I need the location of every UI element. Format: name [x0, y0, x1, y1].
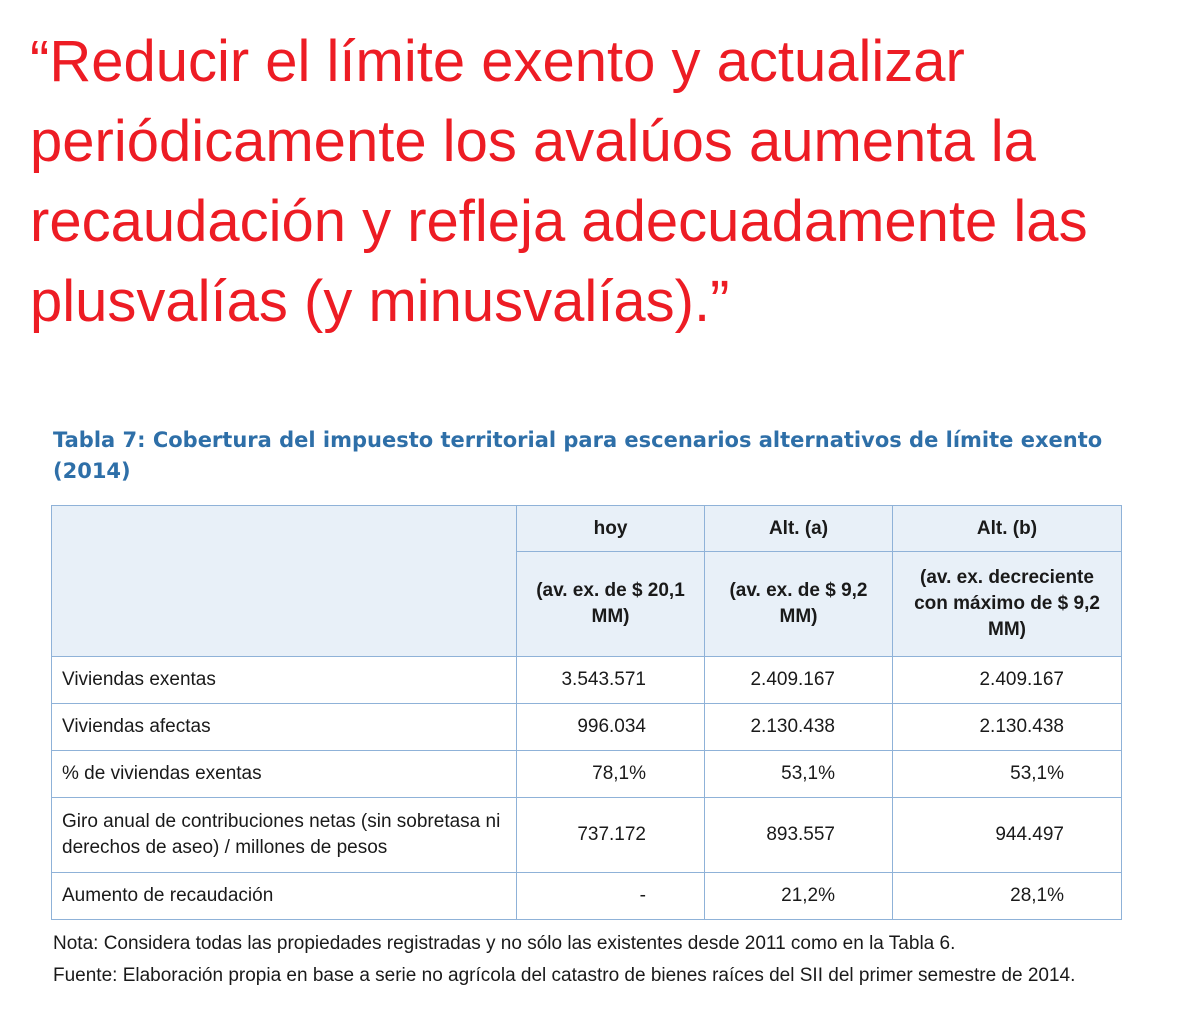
column-desc-alt-a: (av. ex. de $ 9,2 MM) — [704, 551, 893, 657]
cell-value: 2.130.438 — [704, 703, 893, 751]
table-row: Viviendas afectas 996.034 2.130.438 2.13… — [51, 703, 1122, 751]
cell-value: 3.543.571 — [516, 656, 705, 704]
coverage-table: hoy Alt. (a) Alt. (b) (av. ex. de $ 20,1… — [51, 505, 1122, 920]
cell-value: 996.034 — [516, 703, 705, 751]
header-row: hoy Alt. (a) Alt. (b) — [51, 505, 1122, 657]
row-label: Giro anual de contribuciones netas (sin … — [51, 797, 517, 873]
table-notes: Nota: Considera todas las propiedades re… — [53, 928, 1075, 992]
header-description-row: (av. ex. de $ 20,1 MM) (av. ex. de $ 9,2… — [52, 551, 1122, 657]
column-desc-alt-b: (av. ex. decreciente con máximo de $ 9,2… — [892, 551, 1122, 657]
cell-value: 893.557 — [704, 797, 893, 873]
cell-value: 53,1% — [704, 750, 893, 798]
table-row: % de viviendas exentas 78,1% 53,1% 53,1% — [51, 750, 1122, 798]
table-title: Tabla 7: Cobertura del impuesto territor… — [53, 428, 1103, 483]
row-label: % de viviendas exentas — [51, 750, 517, 798]
table-row: Aumento de recaudación - 21,2% 28,1% — [51, 872, 1122, 920]
row-label: Viviendas afectas — [51, 703, 517, 751]
table-row: Viviendas exentas 3.543.571 2.409.167 2.… — [51, 656, 1122, 704]
header-corner-cell — [51, 505, 517, 657]
table-source: Fuente: Elaboración propia en base a ser… — [53, 965, 1076, 986]
cell-value: 737.172 — [516, 797, 705, 873]
column-header-alt-a: Alt. (a) — [704, 505, 893, 552]
cell-value: - — [516, 872, 705, 920]
row-label: Viviendas exentas — [51, 656, 517, 704]
quote-text: “Reducir el límite exento y actualizar p… — [30, 29, 1088, 334]
cell-value: 2.409.167 — [704, 656, 893, 704]
table-row: Giro anual de contribuciones netas (sin … — [51, 797, 1122, 873]
cell-value: 28,1% — [892, 872, 1122, 920]
cell-value: 944.497 — [892, 797, 1122, 873]
cell-value: 2.409.167 — [892, 656, 1122, 704]
cell-value: 78,1% — [516, 750, 705, 798]
table-note: Nota: Considera todas las propiedades re… — [53, 933, 956, 954]
column-header-alt-b: Alt. (b) — [892, 505, 1122, 552]
cell-value: 2.130.438 — [892, 703, 1122, 751]
row-label: Aumento de recaudación — [51, 872, 517, 920]
column-desc-hoy: (av. ex. de $ 20,1 MM) — [516, 551, 705, 657]
cell-value: 21,2% — [704, 872, 893, 920]
cell-value: 53,1% — [892, 750, 1122, 798]
column-header-hoy: hoy — [516, 505, 705, 552]
